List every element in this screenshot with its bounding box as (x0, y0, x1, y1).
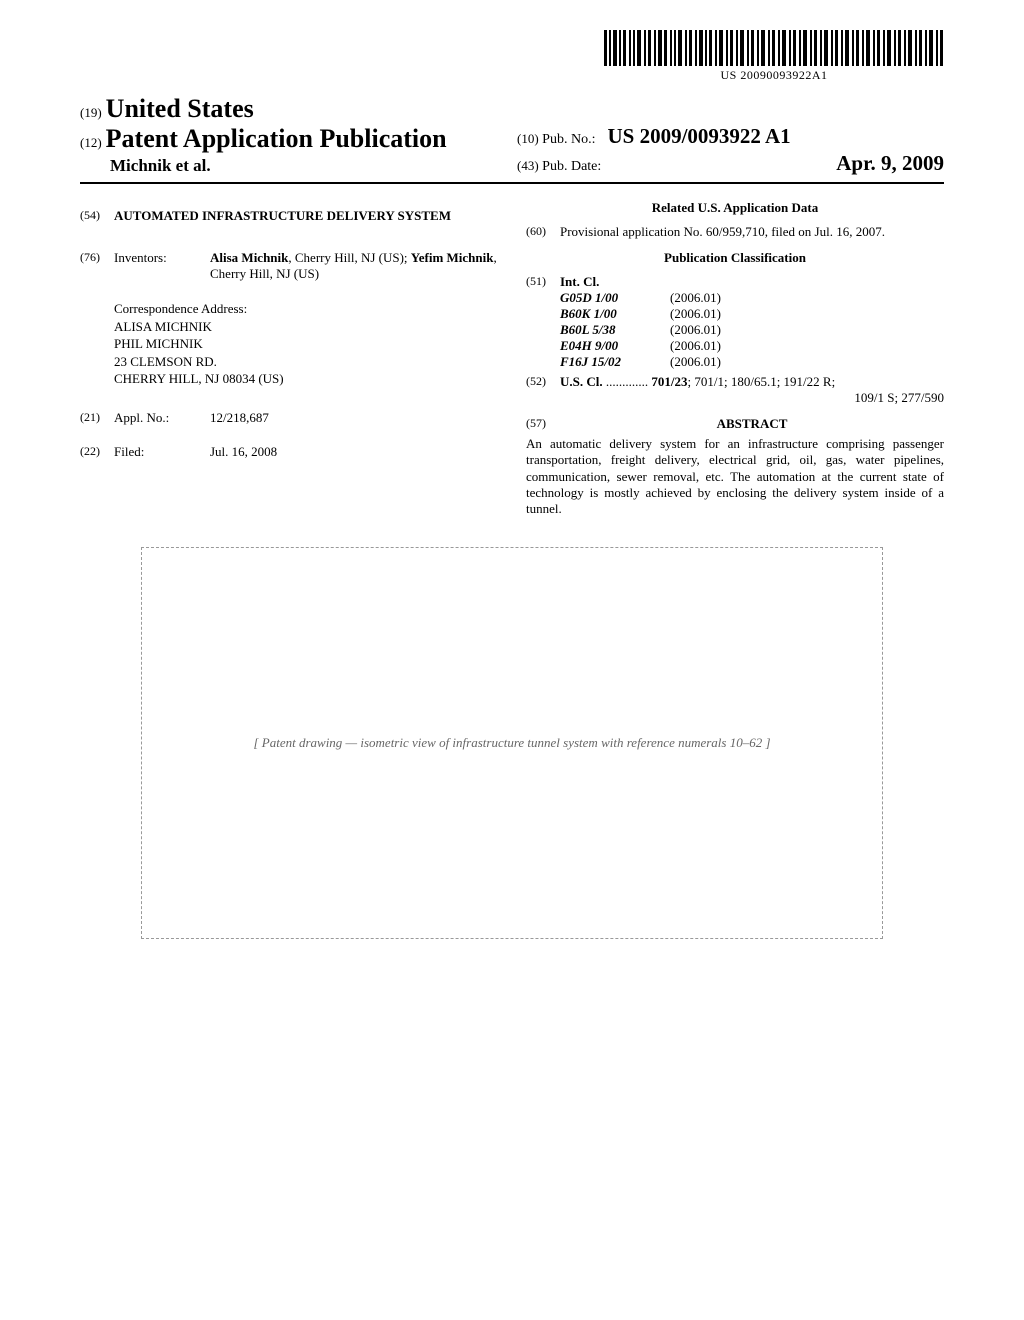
pub-date: Apr. 9, 2009 (836, 151, 944, 176)
intcl-code: B60K 1/00 (560, 306, 670, 322)
intcl-inid: (51) (526, 274, 560, 370)
provisional-inid: (60) (526, 224, 560, 240)
appl-no-field: (21) Appl. No.: 12/218,687 (80, 410, 498, 426)
biblio-right-col: Related U.S. Application Data (60) Provi… (526, 194, 944, 517)
pub-no: US 2009/0093922 A1 (607, 124, 790, 149)
intcl-label: Int. Cl. (560, 274, 944, 290)
appl-no-inid: (21) (80, 410, 114, 426)
intcl-ver: (2006.01) (670, 338, 721, 354)
intcl-ver: (2006.01) (670, 306, 721, 322)
uscl-rest: ; 701/1; 180/65.1; 191/22 R; (688, 374, 836, 389)
country-name: United States (106, 94, 254, 123)
header-right: (10) Pub. No.: US 2009/0093922 A1 (43) P… (517, 122, 944, 176)
intcl-code: E04H 9/00 (560, 338, 670, 354)
inventor-1-name: Alisa Michnik (210, 250, 288, 265)
corr-line-4: CHERRY HILL, NJ 08034 (US) (114, 370, 498, 388)
barcode-number: US 20090093922A1 (604, 68, 944, 83)
intcl-field: (51) Int. Cl. G05D 1/00(2006.01) B60K 1/… (526, 274, 944, 370)
pub-classification-heading: Publication Classification (526, 250, 944, 266)
invention-title: AUTOMATED INFRASTRUCTURE DELIVERY SYSTEM (114, 208, 498, 224)
abstract-field: (57) ABSTRACT (526, 416, 944, 432)
title-inid: (54) (80, 208, 114, 224)
corr-line-1: ALISA MICHNIK (114, 318, 498, 336)
correspondence-address: Correspondence Address: ALISA MICHNIK PH… (114, 300, 498, 388)
corr-label: Correspondence Address: (114, 300, 498, 318)
abstract-text: An automatic delivery system for an infr… (526, 436, 944, 517)
appl-no-label: Appl. No.: (114, 410, 210, 426)
appl-no: 12/218,687 (210, 410, 498, 426)
corr-line-2: PHIL MICHNIK (114, 335, 498, 353)
country-inid: (19) (80, 105, 102, 120)
inventors-inid: (76) (80, 250, 114, 282)
provisional-text: Provisional application No. 60/959,710, … (560, 224, 944, 240)
intcl-row: B60K 1/00(2006.01) (560, 306, 944, 322)
barcode: US 20090093922A1 (604, 30, 944, 83)
intcl-ver: (2006.01) (670, 322, 721, 338)
intcl-row: B60L 5/38(2006.01) (560, 322, 944, 338)
intcl-code: F16J 15/02 (560, 354, 670, 370)
abstract-heading: ABSTRACT (560, 416, 944, 432)
intcl-code: G05D 1/00 (560, 290, 670, 306)
inventor-1-rest: , Cherry Hill, NJ (US); (288, 250, 410, 265)
title-field: (54) AUTOMATED INFRASTRUCTURE DELIVERY S… (80, 208, 498, 224)
authors-line: Michnik et al. (110, 156, 507, 176)
intcl-row: F16J 15/02(2006.01) (560, 354, 944, 370)
doc-type: Patent Application Publication (106, 124, 447, 153)
provisional-field: (60) Provisional application No. 60/959,… (526, 224, 944, 240)
patent-front-page: US 20090093922A1 (19) United States (12)… (0, 0, 1024, 1320)
intcl-row: G05D 1/00(2006.01) (560, 290, 944, 306)
inventors-value: Alisa Michnik, Cherry Hill, NJ (US); Yef… (210, 250, 498, 282)
intcl-ver: (2006.01) (670, 354, 721, 370)
patent-figure: [ Patent drawing — isometric view of inf… (141, 547, 883, 939)
pub-date-label: Pub. Date: (542, 159, 601, 175)
uscl-label: U.S. Cl. (560, 374, 603, 389)
uscl-field: (52) U.S. Cl. ............. 701/23; 701/… (526, 374, 944, 406)
pub-no-label: Pub. No.: (542, 132, 595, 148)
figure-area: [ Patent drawing — isometric view of inf… (80, 547, 944, 939)
filed-label: Filed: (114, 444, 210, 460)
filed-date: Jul. 16, 2008 (210, 444, 498, 460)
intcl-code: B60L 5/38 (560, 322, 670, 338)
uscl-line2: 109/1 S; 277/590 (560, 390, 944, 406)
pub-date-inid: (43) (517, 158, 539, 174)
inventors-label: Inventors: (114, 250, 210, 282)
pub-no-inid: (10) (517, 131, 539, 147)
abstract-inid: (57) (526, 416, 560, 432)
uscl-dots: ............. (603, 374, 652, 389)
uscl-value: U.S. Cl. ............. 701/23; 701/1; 18… (560, 374, 944, 406)
doc-type-inid: (12) (80, 135, 102, 150)
biblio-left-col: (54) AUTOMATED INFRASTRUCTURE DELIVERY S… (80, 194, 498, 517)
filed-inid: (22) (80, 444, 114, 460)
uscl-main: 701/23 (651, 374, 687, 389)
intcl-ver: (2006.01) (670, 290, 721, 306)
header-left: (19) United States (12) Patent Applicati… (80, 94, 507, 176)
barcode-svg (604, 30, 944, 66)
intcl-block: Int. Cl. G05D 1/00(2006.01) B60K 1/00(20… (560, 274, 944, 370)
related-data-heading: Related U.S. Application Data (526, 200, 944, 216)
bibliographic-data: (54) AUTOMATED INFRASTRUCTURE DELIVERY S… (80, 194, 944, 517)
inventors-field: (76) Inventors: Alisa Michnik, Cherry Hi… (80, 250, 498, 282)
filed-field: (22) Filed: Jul. 16, 2008 (80, 444, 498, 460)
inventor-2-name: Yefim Michnik (411, 250, 494, 265)
uscl-inid: (52) (526, 374, 560, 406)
intcl-row: E04H 9/00(2006.01) (560, 338, 944, 354)
corr-line-3: 23 CLEMSON RD. (114, 353, 498, 371)
barcode-block: US 20090093922A1 (80, 30, 944, 84)
header-block: (19) United States (12) Patent Applicati… (80, 94, 944, 184)
